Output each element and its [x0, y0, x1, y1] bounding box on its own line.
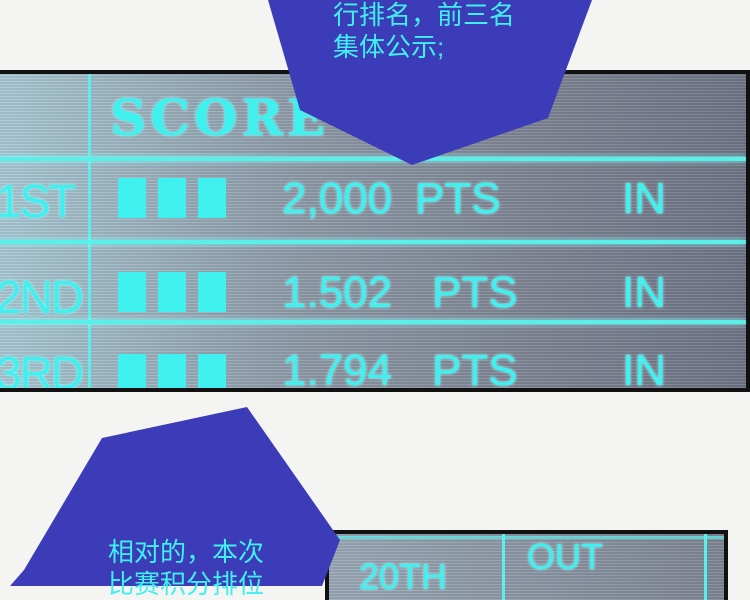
bubble-top-line2: 集体公示;	[333, 32, 445, 62]
row-divider	[0, 320, 746, 324]
bubble-bottom-line2: 比赛积分排位	[108, 569, 265, 599]
bubble-bottom-line1: 相对的，本次	[108, 537, 265, 567]
bubble-top-line1: 行排名，前三名	[333, 0, 516, 30]
score-header: SCORE	[110, 88, 330, 147]
speech-bubbles	[10, 0, 592, 586]
row-divider	[0, 157, 746, 161]
row-divider	[0, 240, 746, 244]
speech-bubble-bottom	[10, 407, 340, 586]
status-out: OUT	[527, 536, 603, 577]
speech-bubble-top	[268, 0, 592, 165]
column-divider	[88, 74, 91, 388]
